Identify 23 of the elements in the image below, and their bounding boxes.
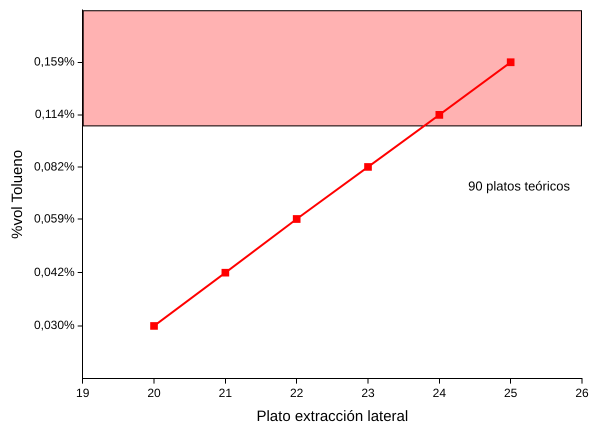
point — [506, 58, 514, 66]
x-tick-label: 26 — [575, 386, 589, 400]
x-tick-label: 24 — [432, 386, 446, 400]
point — [364, 163, 372, 171]
y-tick-label: 0,042% — [34, 265, 76, 280]
y-axis-title: %vol Tolueno — [9, 150, 26, 239]
annotation: 90 platos teóricos — [468, 178, 570, 194]
y-tick-label: 0,030% — [34, 318, 76, 332]
point — [436, 111, 444, 119]
point — [292, 215, 301, 223]
x-tick-label: 23 — [361, 386, 376, 400]
y-tick-label: 0,159% — [34, 54, 76, 69]
x-tick-label: 20 — [147, 386, 162, 400]
y-tick-label: 0,059% — [34, 211, 76, 226]
x-axis-title: Plato extracción lateral — [256, 408, 408, 426]
y-tick-label: 0,082% — [34, 159, 76, 174]
point — [150, 322, 158, 330]
point — [222, 268, 230, 277]
x-tick-label: 21 — [218, 386, 232, 400]
y-tick-label: 0,114% — [34, 107, 76, 122]
x-tick-label: 22 — [290, 386, 304, 400]
x-tick-label: 19 — [76, 386, 90, 400]
x-tick-label: 25 — [504, 386, 518, 400]
